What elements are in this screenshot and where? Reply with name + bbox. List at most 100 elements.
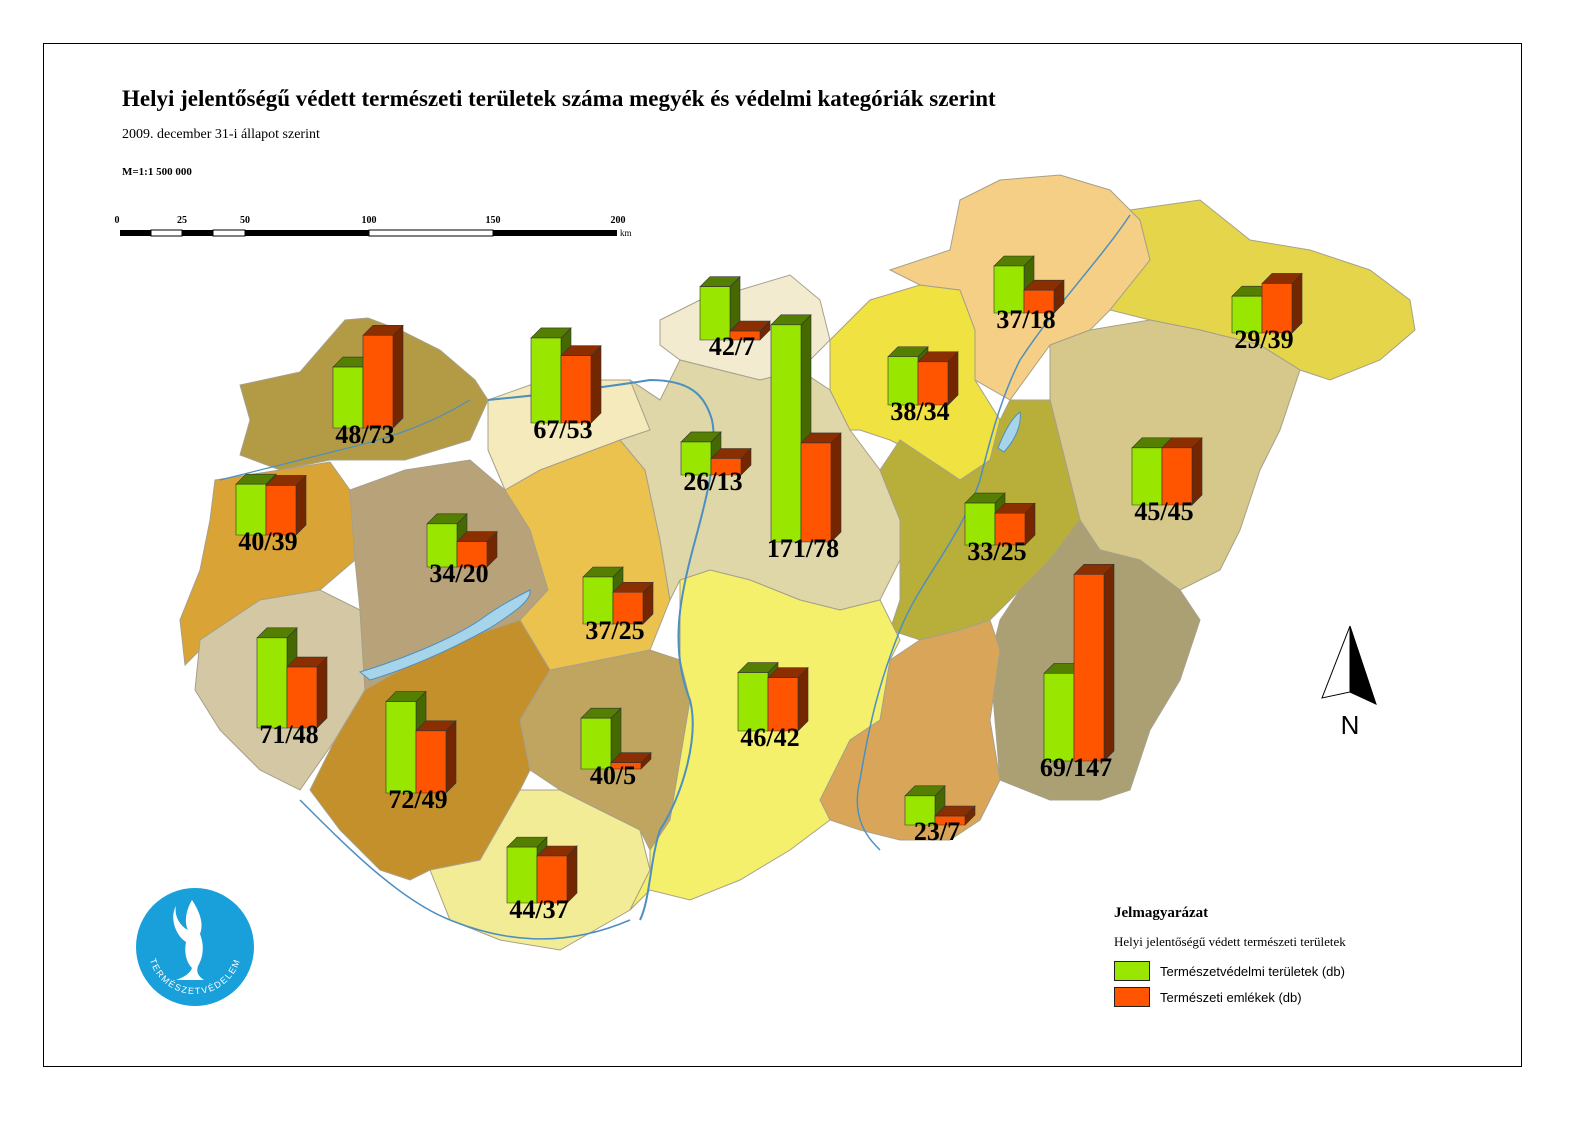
scale-unit: km [620,228,632,238]
heron-icon [173,900,204,980]
bar-monuments-fejer [612,591,644,625]
bar-monuments-gyor-moson-sopron [362,334,394,429]
county-label-jasz-nagykun-szolnok: 33/25 [967,537,1026,566]
county-chart-bacs-kiskun: 46/42 [737,661,809,752]
bar-areas-komarom-esztergom [530,337,562,424]
county-label-nograd: 42/7 [709,332,755,361]
county-label-zala: 71/48 [259,720,318,749]
north-arrow-right-half [1349,625,1377,705]
county-label-budapest: 26/13 [683,467,742,496]
bar-monuments-budapest [710,458,742,476]
scale-segment-3 [182,230,213,236]
scale-segment-1 [120,230,151,236]
bar-monuments-hajdu-bihar [1161,447,1193,506]
county-chart-fejer: 37/25 [582,566,654,645]
county-chart-zala: 71/48 [256,627,328,749]
bar-monuments-veszprem [456,541,488,568]
bar-areas-gyor-moson-sopron [332,366,364,429]
county-chart-hajdu-bihar: 45/45 [1131,437,1203,526]
bar-monuments-tolna [610,762,642,770]
county-label-tolna: 40/5 [590,761,636,790]
county-label-komarom-esztergom: 67/53 [533,415,592,444]
county-chart-bekes: 69/147 [1040,563,1115,782]
bar-areas-pest [770,324,802,543]
county-chart-budapest: 26/13 [680,431,752,496]
county-label-bekes: 69/147 [1040,753,1112,782]
county-label-csongrad: 23/7 [914,817,960,846]
county-label-vas: 40/39 [238,527,297,556]
legend-item-monuments: Természeti emlékek (db) [1114,984,1346,1010]
county-label-gyor-moson-sopron: 48/73 [335,420,394,449]
bar-monuments-gyor-moson-sopron-side [392,324,404,429]
bar-chart-layer: 48/73 67/53 42/7 171/78 26/13 38/34 37/18 29/39… [235,255,1303,924]
county-label-heves: 38/34 [890,397,949,426]
bar-areas-bekes [1043,673,1075,762]
county-label-baranya: 44/37 [509,895,568,924]
scale-tick-50: 50 [240,215,250,226]
scale-tick-0: 0 [115,215,120,226]
county-chart-komarom-esztergom: 67/53 [530,327,602,444]
lake-balaton [358,589,531,681]
north-arrow: N [1321,625,1377,739]
legend: Jelmagyarázat Helyi jelentőségű védett t… [1114,905,1346,1010]
bar-monuments-heves [917,361,949,406]
county-chart-szabolcs-szatmar-bereg: 29/39 [1231,272,1303,354]
county-chart-baranya: 44/37 [506,836,578,924]
bar-monuments-zala [286,666,318,729]
county-chart-heves: 38/34 [887,346,959,426]
bar-areas-zala [256,637,288,729]
legend-item-areas: Természetvédelmi területek (db) [1114,958,1346,984]
scale-bar: 0 25 50 100 150 200 km [115,215,632,238]
county-label-hajdu-bihar: 45/45 [1134,497,1193,526]
county-label-borsod-abauj-zemplen: 37/18 [996,305,1055,334]
scale-tick-150: 150 [486,215,501,226]
county-chart-borsod-abauj-zemplen: 37/18 [993,255,1065,334]
bar-monuments-szabolcs-szatmar-bereg [1261,283,1293,334]
scale-segment-7 [493,230,617,236]
river-danube [487,378,715,921]
scale-tick-100: 100 [362,215,377,226]
bar-monuments-hajdu-bihar-side [1191,437,1203,506]
legend-swatch-orange [1114,987,1150,1007]
north-label: N [1341,710,1360,739]
scale-tick-25: 25 [177,215,187,226]
map-title: Helyi jelentőségű védett természeti terü… [122,86,996,111]
river-tisza [856,214,1131,851]
legend-label-areas: Természetvédelmi területek (db) [1160,963,1345,979]
county-chart-pest: 171/78 [767,314,842,563]
legend-label-monuments: Természeti emlékek (db) [1160,989,1302,1005]
county-label-szabolcs-szatmar-bereg: 29/39 [1234,325,1293,354]
bar-monuments-komarom-esztergom [560,355,592,424]
county-chart-gyor-moson-sopron: 48/73 [332,324,404,449]
bar-monuments-pest-side [830,432,842,543]
county-chart-jasz-nagykun-szolnok: 33/25 [964,492,1036,566]
legend-title: Jelmagyarázat [1114,905,1209,921]
county-chart-vas: 40/39 [235,473,307,556]
bar-monuments-bacs-kiskun-side [797,666,809,732]
bar-monuments-somogy [415,730,447,794]
county-label-veszprem: 34/20 [429,559,488,588]
scale-segment-2 [150,229,183,237]
river-drava [299,799,631,940]
bar-monuments-borsod-abauj-zemplen [1023,289,1055,314]
county-chart-csongrad: 23/7 [904,785,976,846]
county-label-bacs-kiskun: 46/42 [740,723,799,752]
scale-segment-5 [245,230,369,236]
county-chart-veszprem: 34/20 [426,513,498,588]
bar-monuments-vas [265,485,297,536]
bar-monuments-csongrad [934,815,966,826]
county-label-pest: 171/78 [767,534,839,563]
county-label-somogy: 72/49 [388,785,447,814]
bar-areas-somogy [385,701,417,794]
bar-monuments-pest [800,442,832,543]
bar-monuments-bacs-kiskun [767,677,799,732]
river-raba [219,399,471,481]
scale-segment-4 [212,229,246,237]
lake-tisza [997,411,1021,453]
termeszetvedelem-logo: TERMÉSZETVÉDELEM [136,888,254,1006]
county-chart-somogy: 72/49 [385,690,457,814]
scale-ratio: M=1:1 500 000 [122,166,192,178]
scale-segment-6 [368,229,494,237]
legend-swatch-green [1114,961,1150,981]
